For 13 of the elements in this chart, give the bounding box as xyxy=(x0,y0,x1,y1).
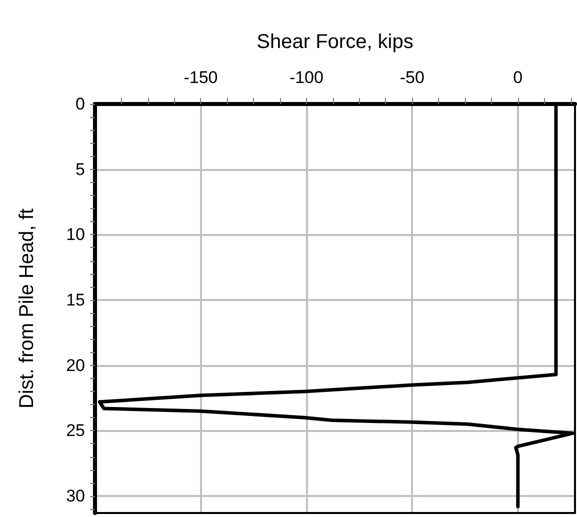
y-tick-label: 0 xyxy=(76,94,85,114)
x-tick-label: -100 xyxy=(289,68,324,87)
y-tick-label: 5 xyxy=(76,160,85,179)
y-tick-label: 10 xyxy=(66,225,85,244)
x-tick-label: 0 xyxy=(513,68,523,87)
x-tick-label: -50 xyxy=(400,68,424,87)
x-tick-label: -150 xyxy=(184,68,218,87)
x-axis-title: Shear Force, kips xyxy=(256,31,414,53)
y-tick-label: 30 xyxy=(66,486,85,506)
y-tick-label: 15 xyxy=(66,290,85,310)
y-tick-label: 20 xyxy=(66,356,85,375)
y-axis-title: Dist. from Pile Head, ft xyxy=(16,208,38,409)
y-tick-label: 25 xyxy=(66,421,85,440)
